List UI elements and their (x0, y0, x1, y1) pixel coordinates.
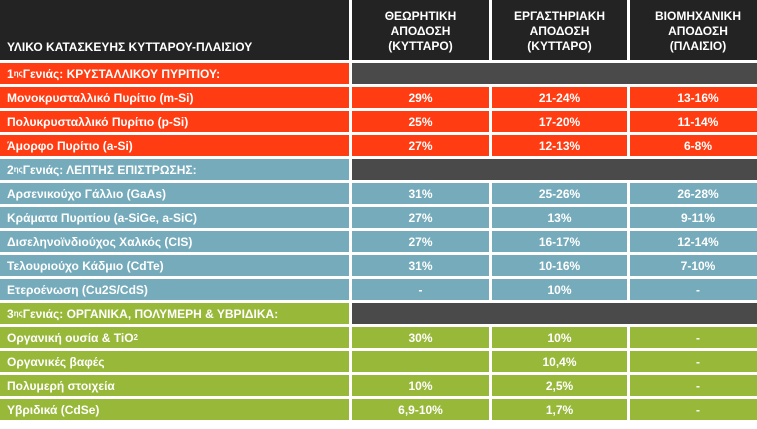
gen3-num: 3 (7, 306, 14, 321)
row-laboratory: 16-17% (492, 231, 627, 252)
gen1-text: Γενιάς: ΚΡΥΣΤΑΛΛΙΚΟΥ ΠΥΡΙΤΙΟΥ: (22, 66, 221, 81)
row-name: Πολυκρυσταλλικό Πυρίτιο (p-Si) (0, 111, 349, 132)
row-theoretical: 31% (352, 183, 489, 204)
row-industrial: 26-28% (630, 183, 757, 204)
row-laboratory: 17-20% (492, 111, 627, 132)
row-name: Μονοκρυσταλλικό Πυρίτιο (m-Si) (0, 87, 349, 108)
row-name: Κράματα Πυριτίου (a-SiGe, a-SiC) (0, 207, 349, 228)
row-industrial: 7-10% (630, 255, 757, 276)
section-gen2-filler (352, 159, 757, 180)
row-laboratory: 10-16% (492, 255, 627, 276)
header-theoretical-line1: ΘΕΩΡΗΤΙΚΗ (384, 8, 457, 23)
row-industrial: - (630, 279, 757, 300)
section-gen3-title: 3 ης Γενιάς: ΟΡΓΑΝΙΚΑ, ΠΟΛΥΜΕΡΗ & ΥΒΡΙΔΙΚ… (0, 303, 349, 324)
section-gen3-filler (352, 303, 757, 324)
row-theoretical: 27% (352, 207, 489, 228)
gen2-text: Γενιάς: ΛΕΠΤΗΣ ΕΠΙΣΤΡΩΣΗΣ: (22, 162, 197, 177)
row-industrial: - (630, 351, 757, 372)
header-theoretical: ΘΕΩΡΗΤΙΚΗ ΑΠΟΔΟΣΗ (ΚΥΤΤΑΡΟ) (352, 0, 489, 60)
header-laboratory-line2: ΑΠΟΔΟΣΗ (529, 23, 590, 38)
row-theoretical: 25% (352, 111, 489, 132)
row-theoretical (352, 351, 489, 372)
row-industrial: 11-14% (630, 111, 757, 132)
row-laboratory: 10% (492, 279, 627, 300)
row-name: Ετεροένωση (Cu2S/CdS) (0, 279, 349, 300)
gen3-text: Γενιάς: ΟΡΓΑΝΙΚΑ, ΠΟΛΥΜΕΡΗ & ΥΒΡΙΔΙΚΑ: (22, 306, 279, 321)
row-laboratory: 13% (492, 207, 627, 228)
row-laboratory: 1,7% (492, 399, 627, 420)
row-name: Υβριδικά (CdSe) (0, 399, 349, 420)
row-name: Δισεληνοϊνδιούχος Χαλκός (CIS) (0, 231, 349, 252)
header-industrial-line2: ΑΠΟΔΟΣΗ (668, 23, 728, 38)
row-industrial: 13-16% (630, 87, 757, 108)
row-theoretical: 31% (352, 255, 489, 276)
row-laboratory: 2,5% (492, 375, 627, 396)
row-theoretical: - (352, 279, 489, 300)
section-gen1-title: 1 ης Γενιάς: ΚΡΥΣΤΑΛΛΙΚΟΥ ΠΥΡΙΤΙΟΥ: (0, 63, 349, 84)
header-laboratory-line3: (ΚΥΤΤΑΡΟ) (527, 38, 592, 53)
row-name: Οργανικές βαφές (0, 351, 349, 372)
row-laboratory: 21-24% (492, 87, 627, 108)
gen2-num: 2 (7, 162, 14, 177)
section-gen2-title: 2 ης Γενιάς: ΛΕΠΤΗΣ ΕΠΙΣΤΡΩΣΗΣ: (0, 159, 349, 180)
header-industrial-line1: ΒΙΟΜΗΧΑΝΙΚΗ (655, 8, 741, 23)
row-laboratory: 10% (492, 327, 627, 348)
row-theoretical: 29% (352, 87, 489, 108)
row-laboratory: 25-26% (492, 183, 627, 204)
header-industrial-line3: (ΠΛΑΙΣΙΟ) (669, 38, 727, 53)
row-name: Αρσενικούχο Γάλλιο (GaAs) (0, 183, 349, 204)
row-name: Οργανική ουσία & TiO 2 (0, 327, 349, 348)
header-material: ΥΛΙΚΟ ΚΑΤΑΣΚΕΥΗΣ ΚΥΤΤΑΡΟΥ-ΠΛΑΙΣΙΟΥ (0, 0, 349, 60)
row-laboratory: 12-13% (492, 135, 627, 156)
row-name: Τελουριούχο Κάδμιο (CdTe) (0, 255, 349, 276)
efficiency-table: ΥΛΙΚΟ ΚΑΤΑΣΚΕΥΗΣ ΚΥΤΤΑΡΟΥ-ΠΛΑΙΣΙΟΥ ΘΕΩΡΗ… (0, 0, 757, 420)
row-name: Άμορφο Πυρίτιο (a-Si) (0, 135, 349, 156)
row-industrial: 6-8% (630, 135, 757, 156)
row-theoretical: 6,9-10% (352, 399, 489, 420)
header-laboratory: ΕΡΓΑΣΤΗΡΙΑΚΗ ΑΠΟΔΟΣΗ (ΚΥΤΤΑΡΟ) (492, 0, 627, 60)
header-theoretical-line3: (ΚΥΤΤΑΡΟ) (388, 38, 453, 53)
row-theoretical: 27% (352, 135, 489, 156)
row-industrial: - (630, 399, 757, 420)
row-theoretical: 27% (352, 231, 489, 252)
row-theoretical: 10% (352, 375, 489, 396)
row-industrial: 12-14% (630, 231, 757, 252)
row-industrial: 9-11% (630, 207, 757, 228)
row-name-text: Οργανική ουσία & TiO (7, 330, 134, 345)
row-theoretical: 30% (352, 327, 489, 348)
row-name: Πολυμερή στοιχεία (0, 375, 349, 396)
row-laboratory: 10,4% (492, 351, 627, 372)
row-industrial: - (630, 375, 757, 396)
header-theoretical-line2: ΑΠΟΔΟΣΗ (390, 23, 451, 38)
header-laboratory-line1: ΕΡΓΑΣΤΗΡΙΑΚΗ (513, 8, 606, 23)
gen1-num: 1 (7, 66, 14, 81)
section-gen1-filler (352, 63, 757, 84)
row-industrial: - (630, 327, 757, 348)
header-industrial: ΒΙΟΜΗΧΑΝΙΚΗ ΑΠΟΔΟΣΗ (ΠΛΑΙΣΙΟ) (630, 0, 757, 60)
